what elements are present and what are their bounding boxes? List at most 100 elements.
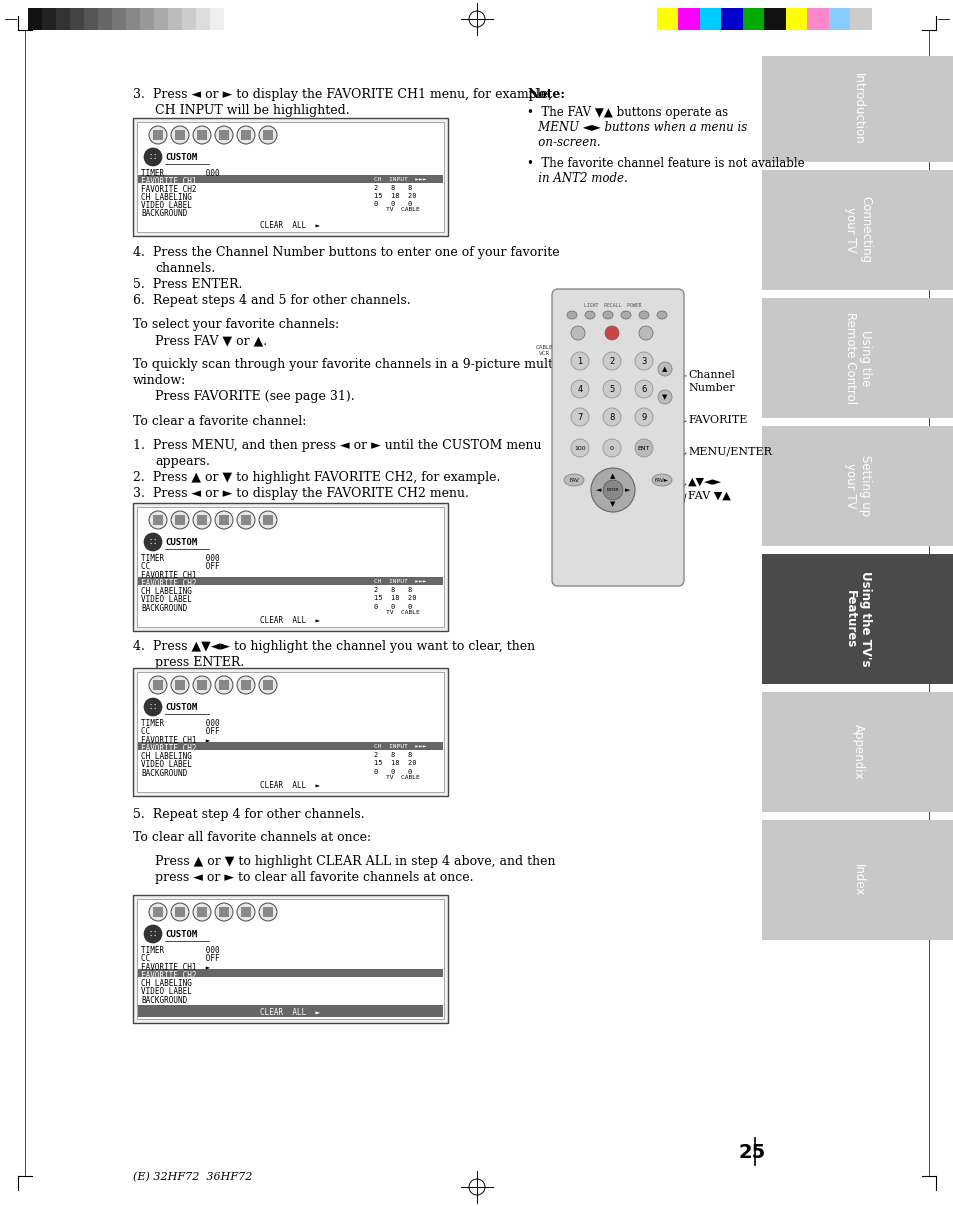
- Text: Note:: Note:: [526, 88, 564, 101]
- Circle shape: [144, 698, 162, 716]
- Text: CH  INPUT  ►►►: CH INPUT ►►►: [374, 744, 426, 749]
- Bar: [137, 672, 443, 792]
- Text: CLEAR  ALL  ►: CLEAR ALL ►: [259, 1008, 319, 1017]
- Bar: [761, 426, 953, 546]
- Text: Index: Index: [851, 863, 863, 896]
- Text: FAVORITE CH1: FAVORITE CH1: [141, 177, 196, 186]
- Text: TIMER         000: TIMER 000: [141, 946, 219, 955]
- Text: 7: 7: [577, 412, 582, 422]
- Circle shape: [571, 439, 588, 457]
- Text: VIDEO LABEL: VIDEO LABEL: [141, 988, 192, 996]
- Text: ▲▼◄►: ▲▼◄►: [687, 478, 721, 487]
- Ellipse shape: [236, 903, 254, 921]
- Bar: [138, 175, 442, 183]
- Text: 9: 9: [640, 412, 646, 422]
- Text: CUSTOM: CUSTOM: [165, 153, 197, 162]
- Bar: [174, 680, 185, 690]
- Text: TV  CABLE: TV CABLE: [386, 775, 419, 780]
- Text: 2   8   8: 2 8 8: [374, 185, 412, 191]
- Text: 5.  Repeat step 4 for other channels.: 5. Repeat step 4 for other channels.: [132, 808, 364, 821]
- Text: CUSTOM: CUSTOM: [165, 703, 197, 712]
- Bar: [241, 515, 251, 525]
- Ellipse shape: [620, 311, 630, 320]
- Bar: [196, 680, 207, 690]
- Ellipse shape: [171, 677, 189, 693]
- Text: To select your favorite channels:: To select your favorite channels:: [132, 318, 338, 330]
- Text: channels.: channels.: [154, 262, 214, 275]
- Circle shape: [635, 380, 652, 398]
- Ellipse shape: [171, 125, 189, 144]
- Text: CC            OFF: CC OFF: [141, 562, 219, 572]
- Text: CH  INPUT  ►►►: CH INPUT ►►►: [374, 579, 426, 584]
- Ellipse shape: [171, 511, 189, 529]
- Text: 3.  Press ◄ or ► to display the FAVORITE CH2 menu.: 3. Press ◄ or ► to display the FAVORITE …: [132, 487, 468, 500]
- Bar: [219, 130, 229, 140]
- Text: 2: 2: [609, 357, 614, 365]
- Circle shape: [658, 362, 671, 376]
- Text: CC            OFF: CC OFF: [141, 954, 219, 964]
- Bar: [195, 8, 211, 30]
- Text: VIDEO LABEL: VIDEO LABEL: [141, 596, 192, 604]
- Text: 2.  Press ▲ or ▼ to highlight FAVORITE CH2, for example.: 2. Press ▲ or ▼ to highlight FAVORITE CH…: [132, 472, 500, 484]
- Bar: [763, 8, 785, 30]
- Bar: [742, 8, 764, 30]
- Text: ▼: ▼: [610, 502, 615, 508]
- Text: MENU/ENTER: MENU/ENTER: [687, 447, 771, 457]
- Text: on-screen.: on-screen.: [526, 136, 600, 150]
- Text: 4.  Press ▲▼◄► to highlight the channel you want to clear, then: 4. Press ▲▼◄► to highlight the channel y…: [132, 640, 535, 652]
- Text: CLEAR  ALL  ►: CLEAR ALL ►: [259, 221, 319, 230]
- Text: ∷: ∷: [150, 537, 156, 548]
- Ellipse shape: [566, 311, 577, 320]
- Bar: [174, 515, 185, 525]
- Text: ENTER: ENTER: [606, 488, 618, 492]
- Ellipse shape: [236, 511, 254, 529]
- Bar: [761, 820, 953, 939]
- Text: CUSTOM: CUSTOM: [165, 538, 197, 548]
- Bar: [219, 515, 229, 525]
- Text: BACKGROUND: BACKGROUND: [141, 209, 187, 218]
- Bar: [678, 8, 700, 30]
- Text: Using the
Remote Control: Using the Remote Control: [843, 312, 871, 404]
- Bar: [219, 907, 229, 917]
- Bar: [153, 8, 169, 30]
- Bar: [263, 130, 273, 140]
- Text: FAVORITE CH1  ►: FAVORITE CH1 ►: [141, 736, 211, 744]
- Text: 15  18  20: 15 18 20: [374, 596, 416, 602]
- Text: TV  CABLE: TV CABLE: [386, 610, 419, 615]
- Bar: [137, 898, 443, 1019]
- Bar: [112, 8, 127, 30]
- Ellipse shape: [214, 125, 233, 144]
- Circle shape: [571, 408, 588, 426]
- Ellipse shape: [258, 511, 276, 529]
- Text: 15  18  20: 15 18 20: [374, 761, 416, 767]
- Bar: [263, 680, 273, 690]
- Text: 25: 25: [739, 1143, 765, 1163]
- Text: FAV►: FAV►: [655, 478, 668, 482]
- Text: FAVORITE CH2: FAVORITE CH2: [141, 579, 196, 587]
- Text: Press FAV ▼ or ▲.: Press FAV ▼ or ▲.: [154, 334, 267, 347]
- Text: BACKGROUND: BACKGROUND: [141, 604, 187, 613]
- Bar: [263, 515, 273, 525]
- Ellipse shape: [193, 511, 211, 529]
- Ellipse shape: [584, 311, 595, 320]
- Text: CLEAR  ALL  ►: CLEAR ALL ►: [259, 616, 319, 625]
- Text: FAVORITE: FAVORITE: [687, 415, 746, 425]
- Circle shape: [635, 408, 652, 426]
- Bar: [42, 8, 56, 30]
- Bar: [152, 680, 163, 690]
- Circle shape: [144, 925, 162, 943]
- Text: ▲: ▲: [610, 473, 615, 479]
- Text: CH  INPUT  ►►►: CH INPUT ►►►: [374, 177, 426, 182]
- Text: TIMER         000: TIMER 000: [141, 719, 219, 728]
- Text: CH LABELING: CH LABELING: [141, 193, 192, 201]
- Text: 15  18  20: 15 18 20: [374, 193, 416, 199]
- Circle shape: [635, 352, 652, 370]
- Text: To quickly scan through your favorite channels in a 9-picture multi-: To quickly scan through your favorite ch…: [132, 358, 560, 371]
- FancyBboxPatch shape: [552, 289, 683, 586]
- Text: BACKGROUND: BACKGROUND: [141, 996, 187, 1005]
- Circle shape: [639, 326, 652, 340]
- Text: Setting up
your TV: Setting up your TV: [843, 456, 871, 516]
- Ellipse shape: [563, 474, 583, 486]
- Bar: [761, 692, 953, 812]
- Bar: [761, 298, 953, 418]
